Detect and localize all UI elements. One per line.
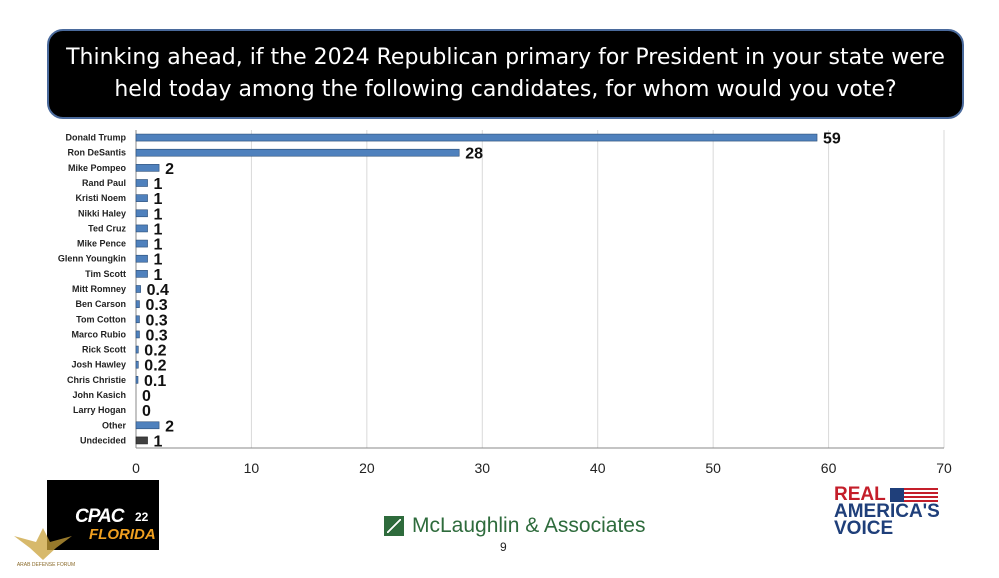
category-label-4: Kristi Noem [75,193,126,203]
value-label-2: 2 [165,161,174,178]
category-label-1: Ron DeSantis [67,148,126,158]
value-label-14: 0.2 [144,343,166,360]
x-tick-label-4: 40 [590,460,606,476]
value-label-19: 2 [165,418,174,435]
bar-6 [135,224,148,233]
bar-8 [135,254,148,263]
value-label-5: 1 [154,206,163,223]
bar-11 [135,300,140,308]
value-label-8: 1 [154,252,163,269]
bar-16 [135,376,139,384]
category-label-20: Undecided [80,435,126,445]
category-label-2: Mike Pompeo [68,163,127,173]
category-label-6: Ted Cruz [88,223,126,233]
x-tick-label-2: 20 [359,460,375,476]
bar-12 [135,315,140,324]
bar-9 [135,270,148,278]
category-label-16: Chris Christie [67,375,126,385]
category-label-7: Mike Pence [77,239,126,249]
watermark-text: ARAB DEFENSE FORUM [16,562,76,568]
value-label-7: 1 [154,237,163,254]
flag-icon [889,487,938,502]
mclaughlin-mark-icon [384,516,404,536]
value-label-16: 0.1 [144,373,166,390]
rav-line-2: AMERICA'S [834,501,940,522]
x-tick-label-5: 50 [705,460,721,476]
rav-line-3: VOICE [834,518,894,539]
bar-7 [135,239,148,248]
category-label-8: Glenn Youngkin [58,254,126,264]
x-tick-label-7: 70 [936,460,952,476]
category-label-3: Rand Paul [82,178,126,188]
mclaughlin-logo: McLaughlin & Associates [384,514,645,538]
value-label-20: 1 [154,433,163,450]
value-label-9: 1 [154,267,163,284]
category-label-11: Ben Carson [75,299,126,309]
value-label-18: 0 [142,403,151,420]
x-tick-label-3: 30 [474,460,490,476]
category-label-17: John Kasich [72,390,126,400]
x-tick-label-1: 10 [244,460,260,476]
bar-20 [135,436,148,445]
cpac-logo-sub: FLORIDA [89,526,156,543]
bar-2 [135,164,160,172]
category-label-14: Rick Scott [82,345,126,355]
cpac-logo-year: 22 [135,510,149,524]
value-label-15: 0.2 [144,358,166,375]
value-label-1: 28 [465,146,483,163]
value-label-6: 1 [154,221,163,238]
x-tick-label-0: 0 [132,460,140,476]
bar-0 [135,133,818,142]
real-americas-voice-logo: REAL AMERICA'S VOICE [834,484,954,539]
category-label-0: Donald Trump [66,133,127,143]
category-label-13: Marco Rubio [71,329,126,339]
page-number: 9 [500,540,507,554]
value-label-10: 0.4 [147,282,169,299]
rav-line-1: REAL [834,484,886,505]
watermark-logo: ARAB DEFENSE FORUM [6,520,80,575]
eagle-icon [14,528,72,560]
category-label-5: Nikki Haley [78,208,126,218]
category-label-9: Tim Scott [85,269,126,279]
value-label-11: 0.3 [145,297,167,314]
category-label-18: Larry Hogan [73,405,126,415]
value-label-17: 0 [142,388,151,405]
chart-title: Thinking ahead, if the 2024 Republican p… [66,45,945,102]
value-label-13: 0.3 [145,327,167,344]
value-label-0: 59 [823,131,841,148]
bar-14 [135,345,139,354]
bar-13 [135,330,140,339]
value-label-12: 0.3 [145,312,167,329]
bar-3 [135,179,148,187]
mclaughlin-logo-text: McLaughlin & Associates [412,514,646,537]
chart-title-box: Thinking ahead, if the 2024 Republican p… [47,29,964,119]
cpac-logo-text: CPAC [75,506,124,527]
bar-1 [135,148,460,157]
category-label-15: Josh Hawley [71,360,126,370]
value-label-3: 1 [154,176,163,193]
x-tick-label-6: 60 [821,460,837,476]
category-label-19: Other [102,420,127,430]
bar-10 [135,285,141,293]
bar-5 [135,209,148,218]
category-label-10: Mitt Romney [72,284,126,294]
bar-15 [135,360,139,369]
value-label-4: 1 [154,191,163,208]
bar-4 [135,194,148,202]
category-label-12: Tom Cotton [76,314,126,324]
bar-19 [135,421,160,430]
